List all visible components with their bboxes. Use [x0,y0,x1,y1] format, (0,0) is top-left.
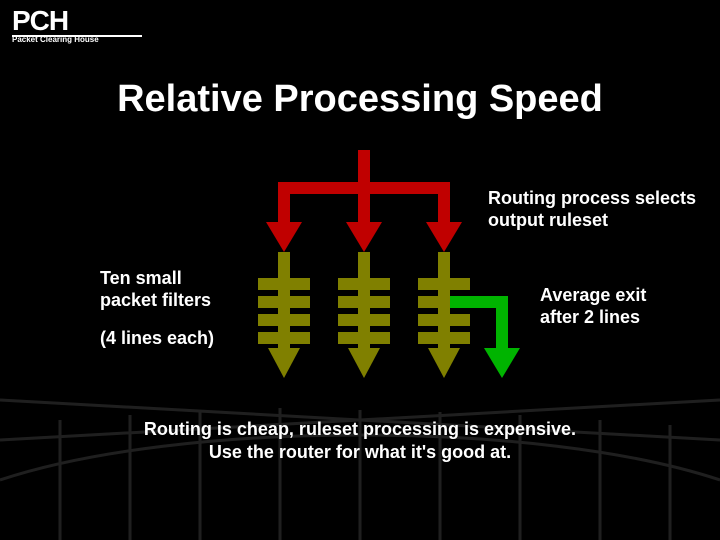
label-four-lines: (4 lines each) [100,328,214,350]
flow-diagram [244,150,544,390]
label-ten-line2: packet filters [100,290,211,310]
label-ten-small: Ten small packet filters [100,268,211,311]
logo-main: PCH [12,8,142,33]
logo: PCH Packet Clearing House [12,8,142,44]
page-title: Relative Processing Speed [0,78,720,121]
footer-line2: Use the router for what it's good at. [209,442,511,462]
footer-text: Routing is cheap, ruleset processing is … [0,418,720,465]
label-avg-line1: Average exit [540,285,646,305]
logo-sub: Packet Clearing House [12,35,142,44]
label-average-exit: Average exit after 2 lines [540,285,646,328]
footer-line1: Routing is cheap, ruleset processing is … [144,419,576,439]
label-ten-line1: Ten small [100,268,182,288]
label-avg-line2: after 2 lines [540,307,640,327]
